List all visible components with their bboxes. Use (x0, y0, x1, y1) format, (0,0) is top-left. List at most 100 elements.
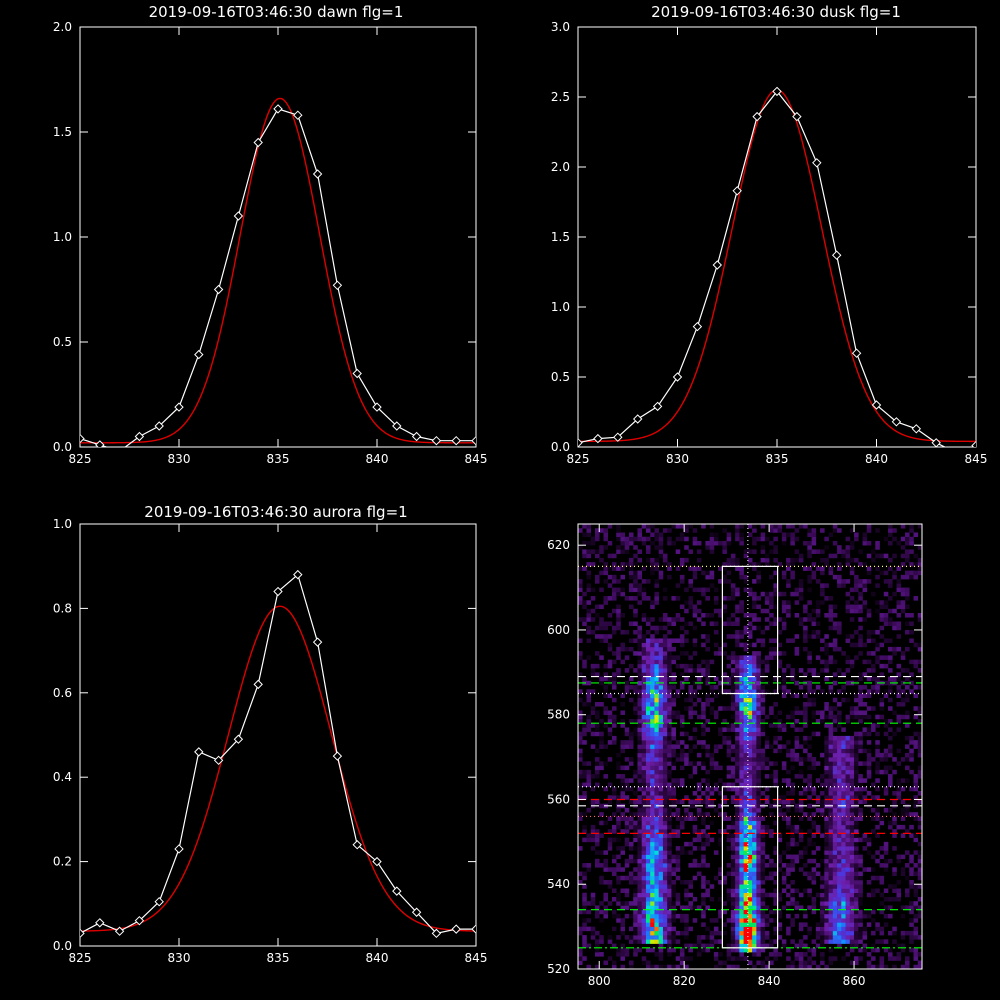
heatmap-cell (624, 863, 630, 868)
heatmap-cell (807, 888, 812, 894)
heatmap-cell (764, 913, 770, 919)
heatmap-cell (760, 888, 766, 894)
heatmap-cell (803, 685, 808, 690)
heatmap-cell (735, 634, 740, 639)
heatmap-cell (739, 642, 744, 648)
heatmap-cell (578, 718, 583, 724)
heatmap-cell (858, 922, 863, 927)
heatmap-cell (875, 714, 880, 720)
heatmap-cell (828, 757, 834, 762)
data-point-marker (451, 435, 461, 446)
heatmap-cell (781, 676, 787, 682)
heatmap-cell (871, 956, 876, 961)
heatmap-cell (760, 943, 766, 949)
heatmap-cell (845, 867, 851, 872)
heatmap-cell (726, 744, 732, 749)
heatmap-cell (824, 557, 829, 563)
heatmap-cell (841, 697, 846, 703)
heatmap-cell (824, 905, 829, 910)
heatmap-cell (679, 579, 685, 584)
heatmap-cell (607, 731, 613, 737)
heatmap-cell (654, 854, 659, 860)
heatmap-cell (820, 638, 825, 643)
heatmap-cell (832, 540, 838, 546)
heatmap-cell (633, 574, 638, 580)
heatmap-cell (917, 748, 923, 754)
heatmap-cell (645, 824, 651, 830)
heatmap-cell (662, 884, 668, 889)
heatmap-cell (654, 829, 659, 834)
heatmap-cell (586, 587, 592, 593)
heatmap-cell (650, 850, 655, 855)
heatmap-cell (858, 634, 863, 639)
heatmap-cell (909, 524, 914, 529)
heatmap-cell (599, 939, 604, 944)
heatmap-cell (917, 524, 923, 529)
heatmap-cell (760, 765, 766, 771)
heatmap-cell (760, 752, 766, 758)
data-point-marker (451, 924, 461, 934)
heatmap-cell (773, 524, 778, 529)
heatmap-cell (586, 837, 592, 843)
heatmap-cell (871, 829, 876, 834)
heatmap-cell (667, 875, 672, 881)
heatmap-cell (611, 723, 617, 728)
heatmap-cell (832, 837, 838, 843)
heatmap-cell (760, 939, 766, 944)
heatmap-cell (684, 892, 689, 898)
heatmap-cells (578, 524, 923, 970)
heatmap-cell (769, 918, 774, 923)
heatmap-cell (590, 901, 596, 906)
heatmap-cell (658, 545, 664, 550)
heatmap-cell (760, 702, 766, 707)
heatmap-cell (701, 524, 706, 529)
heatmap-cell (722, 528, 727, 533)
heatmap-cell (798, 850, 804, 855)
heatmap-cell (603, 905, 609, 910)
heatmap-cell (781, 943, 787, 949)
y-tick-label: 540 (547, 877, 570, 891)
heatmap-cell (650, 617, 655, 622)
x-tick-label: 845 (465, 452, 488, 466)
heatmap-cell (837, 939, 842, 944)
heatmap-cell (650, 880, 655, 885)
heatmap-cell (781, 812, 787, 817)
heatmap-cell (747, 689, 753, 694)
heatmap-cell (628, 841, 634, 847)
heatmap-cell (828, 956, 834, 961)
heatmap-cell (662, 858, 668, 864)
heatmap-cell (777, 591, 783, 597)
x-tick-label: 845 (465, 951, 488, 965)
heatmap-cell (696, 566, 702, 571)
heatmap-cell (807, 680, 812, 686)
heatmap-cell (858, 608, 863, 614)
heatmap-cell (607, 782, 613, 788)
heatmap-cell (696, 812, 702, 817)
heatmap-cell (620, 545, 626, 550)
heatmap-cell (875, 655, 880, 660)
heatmap-cell (675, 744, 681, 749)
heatmap-cell (786, 748, 791, 754)
heatmap-cell (828, 685, 834, 690)
heatmap-cell (917, 613, 923, 618)
heatmap-cell (650, 702, 655, 707)
heatmap-cell (586, 583, 592, 588)
heatmap-cell (909, 689, 914, 694)
heatmap-cell (701, 935, 706, 940)
heatmap-cell (862, 532, 868, 538)
heatmap-cell (862, 540, 868, 546)
heatmap-cell (667, 744, 672, 749)
heatmap-cell (828, 731, 834, 737)
heatmap-cell (832, 913, 838, 919)
heatmap-cell (917, 850, 923, 855)
heatmap-cell (820, 557, 825, 563)
heatmap-cell (628, 621, 634, 627)
heatmap-cell (905, 714, 910, 720)
heatmap-cell (637, 871, 643, 877)
heatmap-cell (837, 718, 842, 724)
heatmap-cell (633, 837, 638, 843)
heatmap-cell (828, 829, 834, 834)
heatmap-cell (735, 642, 740, 648)
heatmap-cell (866, 528, 872, 533)
heatmap-cell (790, 574, 795, 580)
